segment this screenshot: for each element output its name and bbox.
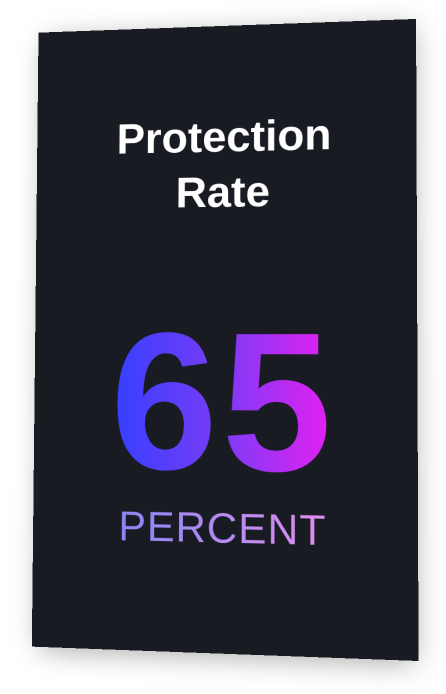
stat-unit: PERCENT xyxy=(118,501,326,556)
stat-card: Protection Rate 65 PERCENT xyxy=(32,19,419,661)
stat-value: 65 xyxy=(110,304,336,504)
card-title: Protection Rate xyxy=(76,106,373,222)
